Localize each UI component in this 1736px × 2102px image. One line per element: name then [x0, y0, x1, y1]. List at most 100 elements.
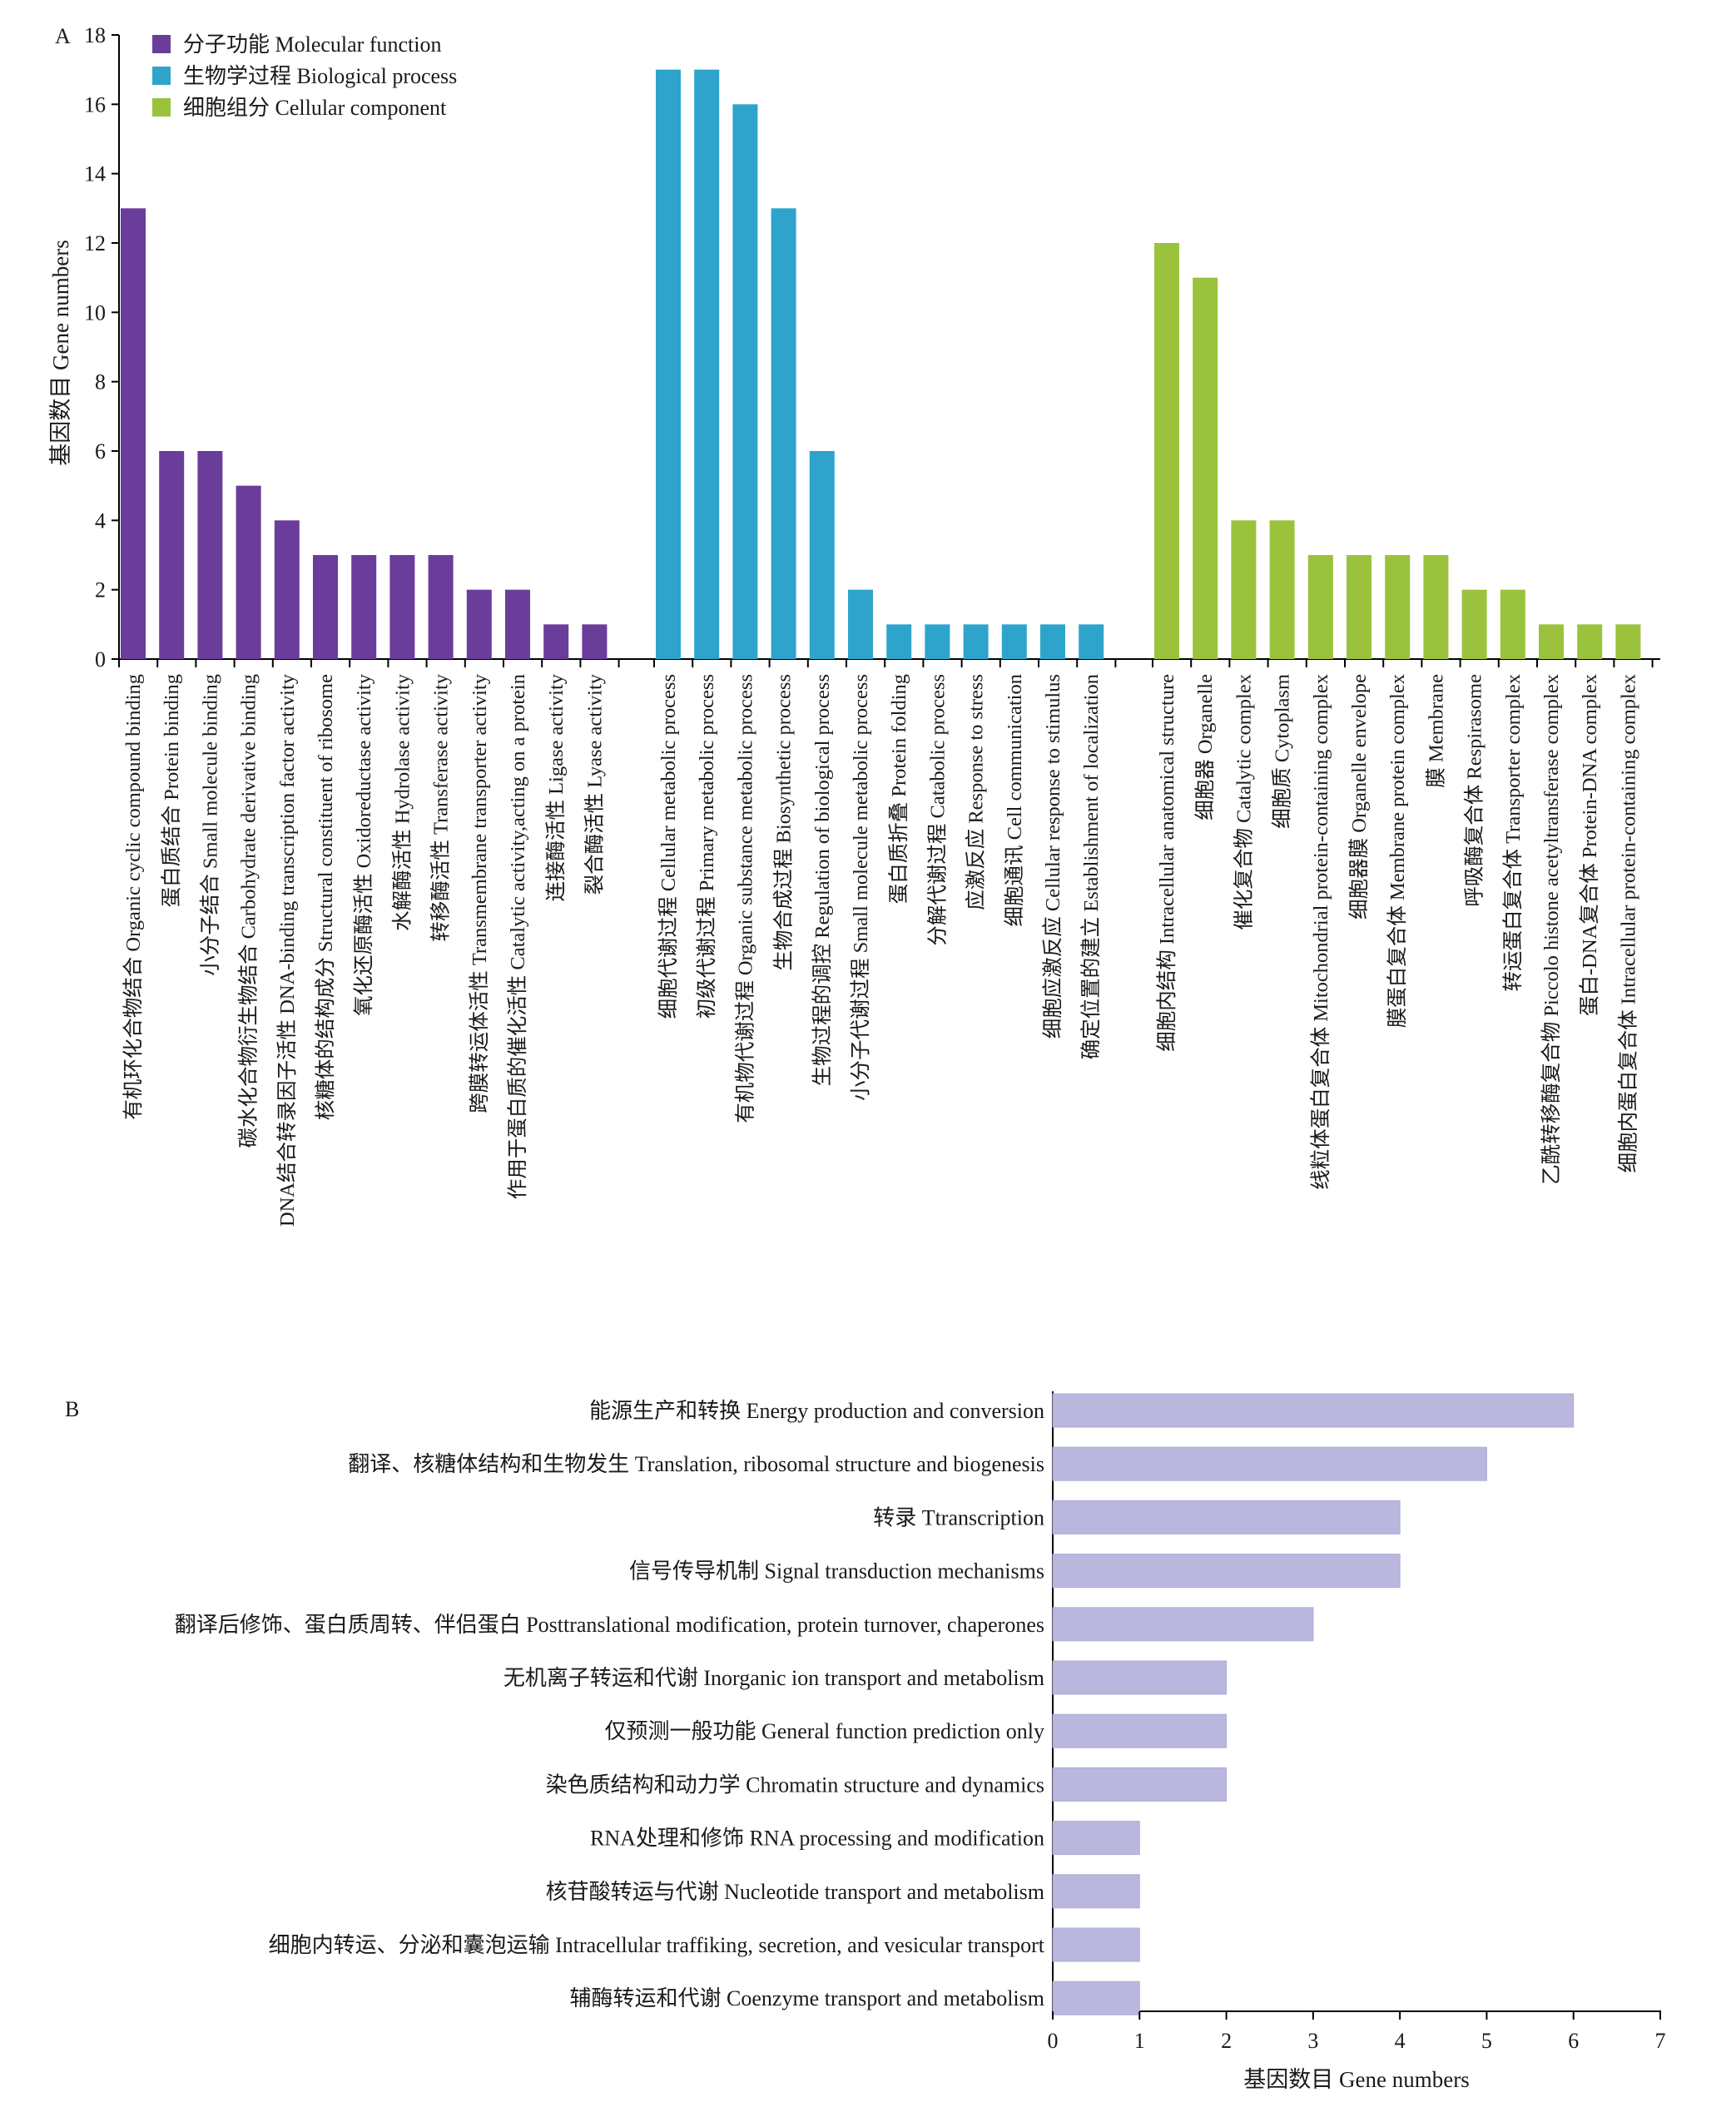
panel-a-bar [732, 104, 758, 660]
panel-a-bar [1231, 520, 1257, 659]
panel-a-bar [543, 624, 569, 659]
panel-b-bars [1052, 1393, 1575, 2015]
panel-a-bar [1500, 589, 1525, 659]
panel-b-category-label: 能源生产和转换 Energy production and conversion [589, 1399, 1044, 1423]
panel-a-bar [389, 555, 415, 659]
panel-a-label: A [55, 24, 71, 48]
panel-a-category-label: 碳水化合物衍生物结合 Carbohydrate derivative bindi… [237, 674, 260, 1148]
panel-a-bar [848, 589, 873, 659]
panel-b-x-tick-label: 1 [1134, 2029, 1145, 2053]
panel-a-y-tick-label: 16 [84, 92, 106, 117]
panel-a-bar [351, 555, 377, 659]
panel-a-category-label: 跨膜转运体活性 Transmembrane transporter activi… [468, 673, 491, 1113]
panel-a-category-label: 线粒体蛋白复合体 Mitochondrial protein-containin… [1309, 674, 1332, 1190]
panel-a-category-label: 呼吸酶复合体 Respirasome [1463, 674, 1486, 907]
panel-a-legend-swatch [152, 35, 171, 53]
panel-a-y-tick-label: 2 [95, 578, 106, 602]
panel-a-category-label: 催化复合物 Catalytic complex [1232, 674, 1255, 930]
panel-a-y-tick-label: 0 [95, 647, 106, 672]
panel-b-x-tick-label: 4 [1395, 2029, 1406, 2053]
panel-b-x-axis-ticks: 0 1 2 3 4 5 6 7 [1048, 2011, 1666, 2053]
panel-a-category-label: 细胞通讯 Cell communication [1003, 674, 1026, 927]
panel-b-bar [1052, 1981, 1140, 2015]
panel-b-bar [1052, 1660, 1228, 1695]
panel-b-category-label: 辅酶转运和代谢 Coenzyme transport and metabolis… [570, 1986, 1044, 2010]
panel-b-category-label: 翻译后修饰、蛋白质周转、伴侣蛋白 Posttranslational modif… [175, 1613, 1044, 1637]
panel-b-bar [1052, 1607, 1314, 1642]
panel-a-legend-swatch [152, 98, 171, 117]
panel-a-legend-label: 细胞组分 Cellular component [183, 96, 447, 120]
panel-b-x-tick-label: 6 [1568, 2029, 1579, 2053]
panel-a-bar [963, 624, 989, 659]
panel-a-category-label: 细胞器膜 Organelle envelope [1347, 674, 1371, 920]
panel-a-y-tick-label: 8 [95, 370, 106, 394]
panel-a-bar [1461, 589, 1487, 659]
panel-b-category-label: 信号传导机制 Signal transduction mechanisms [629, 1559, 1044, 1584]
panel-a-bars [121, 69, 1641, 660]
panel-a-category-label: 小分子代谢过程 Small molecule metabolic process [849, 674, 872, 1101]
panel-a-y-tick-label: 14 [84, 162, 106, 186]
panel-a-bar [1001, 624, 1027, 659]
panel-b-chart: B 能源生产和转换 Energy production and conversi… [65, 1391, 1666, 2092]
panel-b-bar [1052, 1500, 1401, 1534]
panel-a-bar [159, 451, 185, 659]
panel-b-x-tick-label: 5 [1481, 2029, 1492, 2053]
panel-a-y-axis-ticks: 0 2 4 6 8 10 12 14 16 18 [84, 23, 119, 672]
panel-b-x-tick-label: 3 [1307, 2029, 1318, 2053]
panel-b-category-label: 无机离子转运和代谢 Inorganic ion transport and me… [503, 1666, 1044, 1690]
panel-a-bar [1539, 624, 1564, 659]
panel-a-category-label: 乙酰转移酶复合物 Piccolo histone acetyltransfera… [1540, 674, 1563, 1185]
panel-a-category-labels: 有机环化合物结合 Organic cyclic compound binding… [122, 673, 1639, 1227]
panel-a-category-label: 分解代谢过程 Catabolic process [925, 674, 949, 946]
panel-a-bar [886, 624, 912, 659]
panel-b-category-label: 染色质结构和动力学 Chromatin structure and dynami… [546, 1772, 1044, 1797]
panel-a-bar [1385, 555, 1411, 659]
panel-a-legend-label: 生物学过程 Biological process [183, 64, 457, 88]
panel-a-bar [236, 485, 261, 659]
panel-b-x-tick-label: 0 [1048, 2029, 1059, 2053]
panel-a-bar [466, 589, 492, 659]
panel-a-category-label: 确定位置的建立 Establishment of localization [1079, 674, 1103, 1059]
panel-a-bar [925, 624, 950, 659]
panel-a-category-label: 转运蛋白复合体 Transporter complex [1501, 674, 1525, 992]
panel-a-bar [121, 208, 146, 660]
panel-a-category-label: 细胞代谢过程 Cellular metabolic process [657, 674, 680, 1019]
panel-a-y-tick-label: 6 [95, 439, 106, 464]
panel-a-legend-swatch [152, 67, 171, 85]
panel-a-category-label: 水解酶活性 Hydrolase activity [390, 673, 414, 931]
panel-a-category-label: 蛋白质折叠 Protein folding [887, 674, 910, 904]
panel-a-category-label: 生物合成过程 Biosynthetic process [772, 674, 796, 971]
panel-a-chart: A 0 2 4 6 8 10 12 14 16 18 基因数目 Gene numbers 有机环化… [48, 23, 1660, 1227]
panel-a-category-label: 小分子结合 Small molecule binding [198, 674, 221, 976]
panel-a-bar [771, 208, 796, 660]
panel-a-bar [313, 555, 338, 659]
panel-a-category-label: 连接酶活性 Ligase activity [544, 673, 568, 901]
panel-a-category-label: 有机环化合物结合 Organic cyclic compound binding [122, 674, 145, 1120]
panel-b-category-label: 转录 Ttranscription [873, 1505, 1044, 1529]
panel-a-y-axis-title: 基因数目 Gene numbers [48, 240, 73, 465]
panel-b-category-labels: 能源生产和转换 Energy production and conversion… [175, 1399, 1045, 2010]
panel-a-y-tick-label: 4 [95, 508, 106, 533]
panel-b-bar [1052, 1393, 1575, 1428]
panel-a-category-label: 有机物代谢过程 Organic substance metabolic proc… [733, 674, 756, 1123]
panel-b-bar [1052, 1927, 1140, 1962]
panel-b-bar [1052, 1554, 1401, 1589]
panel-a-y-tick-label: 12 [84, 231, 106, 255]
panel-b-bar [1052, 1713, 1228, 1748]
panel-a-bar [809, 451, 835, 659]
panel-a-category-label: 细胞应激反应 Cellular response to stimulus [1041, 674, 1064, 1039]
panel-b-x-tick-label: 7 [1655, 2029, 1666, 2053]
panel-b-bar [1052, 1874, 1140, 1909]
panel-a-category-label: 裂合酶活性 Lyase activity [583, 673, 606, 895]
panel-a-bar [1040, 624, 1065, 659]
panel-a-bar [1307, 555, 1333, 659]
panel-a-bar [656, 69, 681, 659]
panel-a-category-label: 氧化还原酶活性 Oxidoreductase activity [352, 673, 375, 1016]
panel-a-bar [1615, 624, 1641, 659]
panel-a-category-label: 细胞器 Organelle [1193, 674, 1217, 820]
panel-a-bar [1193, 277, 1218, 659]
panel-a-category-label: 膜蛋白复合体 Membrane protein complex [1386, 674, 1409, 1028]
panel-a-bar [274, 520, 300, 659]
panel-a-bar [428, 555, 454, 659]
